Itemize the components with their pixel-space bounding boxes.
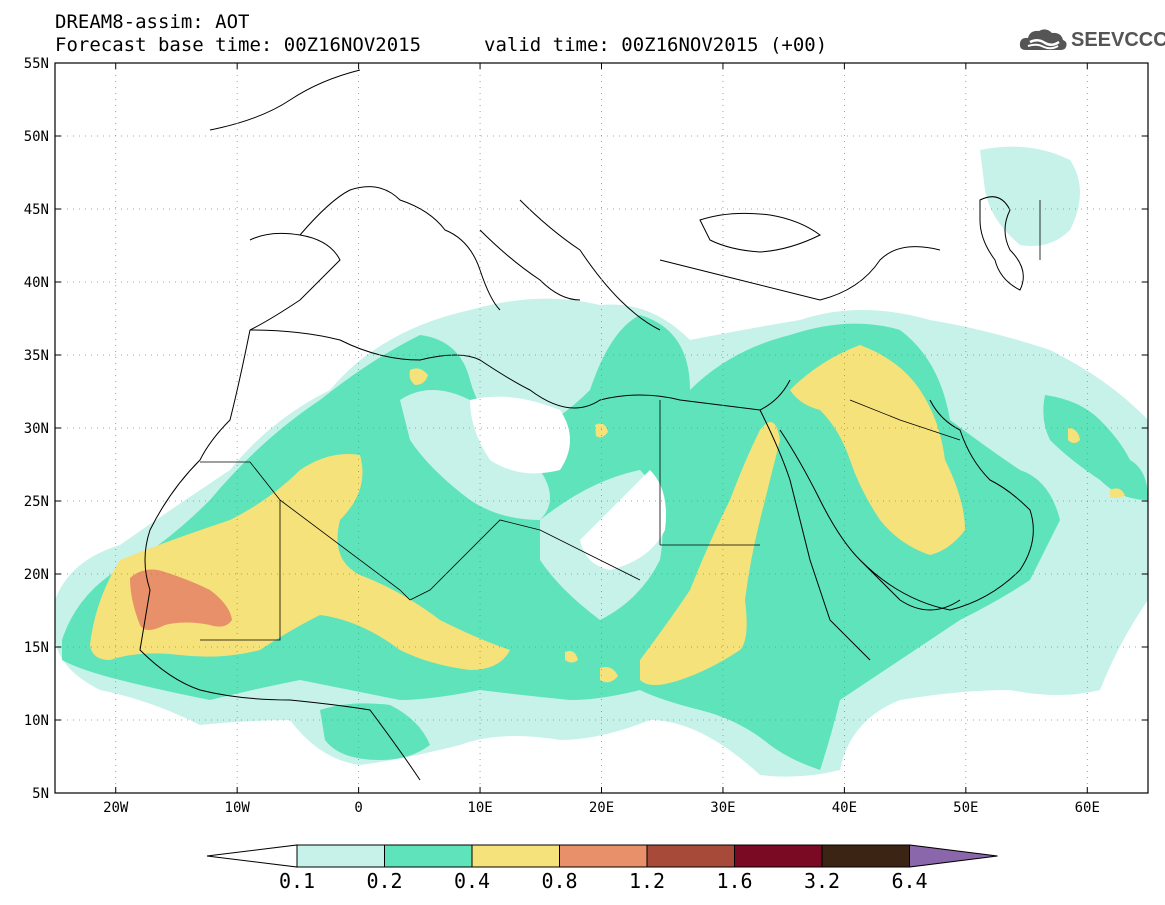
lon-label: 0 bbox=[354, 800, 362, 816]
aot-contour-0-4 bbox=[409, 368, 428, 385]
aot-contour-0-1 bbox=[400, 390, 550, 520]
colorbar-segment bbox=[821, 844, 910, 868]
black-sea bbox=[699, 212, 821, 253]
lon-label: 30E bbox=[710, 800, 735, 816]
colorbar-segment bbox=[559, 844, 648, 868]
valid-time: valid time: 00Z16NOV2015 (+00) bbox=[484, 34, 828, 56]
aot-contour-0-1 bbox=[950, 377, 1014, 450]
colorbar-label: 0.2 bbox=[366, 869, 402, 893]
coastlines bbox=[139, 69, 1041, 781]
border-lines bbox=[200, 200, 1041, 641]
aot-clear-area bbox=[470, 396, 570, 474]
colorbar-label: 0.4 bbox=[454, 869, 490, 893]
forecast-base-time: Forecast base time: 00Z16NOV2015 bbox=[55, 34, 422, 56]
colorbar-label: 1.2 bbox=[629, 869, 665, 893]
aot-contour-0-4 bbox=[1068, 428, 1080, 443]
lat-label: 40N bbox=[24, 275, 49, 291]
coastline-europe bbox=[209, 69, 941, 331]
aot-contour-0-4 bbox=[640, 422, 780, 685]
longitude-labels: 20W 10W 0 10E 20E 30E 40E 50E 60E bbox=[103, 800, 1100, 816]
lon-label: 10W bbox=[225, 800, 251, 816]
aot-contour-0-2 bbox=[320, 703, 430, 760]
lat-label: 35N bbox=[24, 348, 49, 364]
coastline-africa bbox=[139, 329, 791, 781]
colorbar-left-arrow bbox=[206, 844, 298, 868]
aot-field bbox=[55, 146, 1148, 777]
lat-label: 25N bbox=[24, 494, 49, 510]
colorbar-label: 0.8 bbox=[541, 869, 577, 893]
colorbar-label: 3.2 bbox=[804, 869, 840, 893]
colorbar-label: 6.4 bbox=[891, 869, 927, 893]
lat-label: 30N bbox=[24, 421, 49, 437]
aot-contour-0-4 bbox=[790, 345, 965, 555]
seevccc-logo: SEEVCCC bbox=[1018, 26, 1165, 54]
colorbar-right-arrow bbox=[909, 844, 998, 868]
aot-contour-0-8 bbox=[130, 569, 232, 630]
lat-label: 55N bbox=[24, 56, 49, 72]
colorbar: 0.1 0.2 0.4 0.8 1.2 1.6 3.2 6.4 bbox=[206, 844, 998, 893]
latitude-labels: 55N 50N 45N 40N 35N 30N 25N 20N 15N 10N 5N bbox=[24, 56, 49, 802]
colorbar-segment bbox=[296, 844, 385, 868]
colorbar-segment bbox=[471, 844, 560, 868]
aot-contour-0-4 bbox=[1110, 488, 1125, 499]
map-title: DREAM8-assim: AOT bbox=[55, 11, 250, 33]
lon-label: 60E bbox=[1075, 800, 1100, 816]
coastline-redsea bbox=[759, 409, 961, 661]
aot-clear-area bbox=[580, 470, 666, 570]
lat-label: 10N bbox=[24, 713, 49, 729]
lat-label: 5N bbox=[32, 786, 49, 802]
aot-contour-0-2 bbox=[1043, 395, 1148, 500]
aot-contour-0-1 bbox=[980, 146, 1080, 246]
colorbar-segment bbox=[384, 844, 473, 868]
caspian-sea bbox=[979, 196, 1024, 291]
lon-label: 40E bbox=[832, 800, 857, 816]
lon-label: 10E bbox=[467, 800, 492, 816]
cloud-icon bbox=[1019, 29, 1067, 50]
colorbar-label: 0.1 bbox=[279, 869, 315, 893]
aot-contour-0-4 bbox=[565, 651, 578, 663]
lat-label: 45N bbox=[24, 202, 49, 218]
logo-text: SEEVCCC bbox=[1071, 28, 1165, 51]
colorbar-segment bbox=[646, 844, 735, 868]
coastline-arabia bbox=[859, 399, 1034, 611]
lat-label: 15N bbox=[24, 640, 49, 656]
lon-label: 20W bbox=[103, 800, 129, 816]
lon-label: 20E bbox=[589, 800, 614, 816]
colorbar-label: 1.6 bbox=[716, 869, 752, 893]
aot-contour-0-4 bbox=[595, 423, 608, 438]
lat-label: 50N bbox=[24, 129, 49, 145]
lon-label: 50E bbox=[953, 800, 978, 816]
graticule bbox=[55, 62, 1148, 794]
colorbar-segment bbox=[734, 844, 823, 868]
lat-label: 20N bbox=[24, 567, 49, 583]
aot-contour-0-4 bbox=[600, 667, 618, 683]
